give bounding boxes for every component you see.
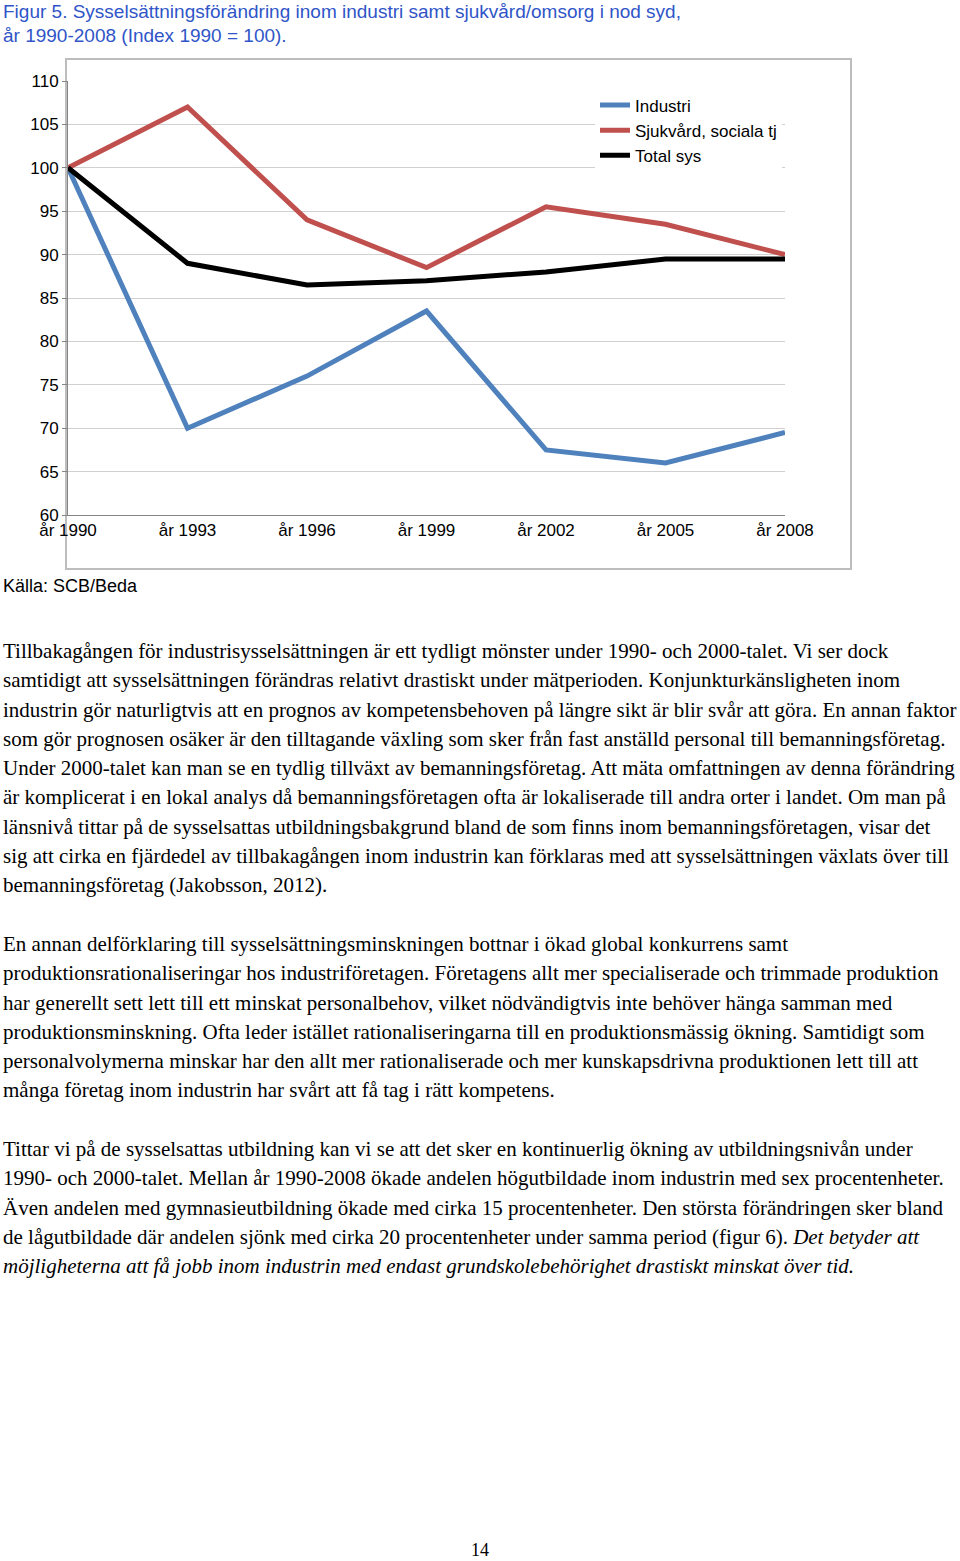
svg-text:60: 60 xyxy=(40,506,59,525)
svg-text:år 1999: år 1999 xyxy=(398,521,456,540)
svg-text:Industri: Industri xyxy=(635,97,691,116)
svg-text:70: 70 xyxy=(40,419,59,438)
svg-text:Total sys: Total sys xyxy=(635,147,701,166)
svg-text:65: 65 xyxy=(40,463,59,482)
svg-text:år 2005: år 2005 xyxy=(637,521,695,540)
svg-text:95: 95 xyxy=(40,202,59,221)
svg-text:år 1990: år 1990 xyxy=(39,521,97,540)
svg-text:80: 80 xyxy=(40,332,59,351)
html-text:Tittar vi på de sysselsattas u: Tittar vi på de sysselsattas utbildning … xyxy=(3,1137,944,1279)
svg-text:år 2008: år 2008 xyxy=(756,521,814,540)
svg-text:105: 105 xyxy=(30,115,58,134)
html-text:år 1990-2008 (Index 1990 = 100: år 1990-2008 (Index 1990 = 100). xyxy=(3,25,287,46)
html-text:Tillbakagången för industrisys: Tillbakagången för industrisysselsättnin… xyxy=(3,639,957,898)
svg-text:85: 85 xyxy=(40,289,59,308)
html-text:14: 14 xyxy=(471,1540,489,1560)
svg-text:år 1993: år 1993 xyxy=(159,521,217,540)
svg-text:år 2002: år 2002 xyxy=(517,521,575,540)
svg-text:Sjukvård, sociala tj: Sjukvård, sociala tj xyxy=(635,122,777,141)
html-text:En annan delförklaring till sy: En annan delförklaring till sysselsättni… xyxy=(3,932,939,1103)
html-text:Figur 5. Sysselsättningsföränd: Figur 5. Sysselsättningsförändring inom … xyxy=(3,1,681,22)
svg-text:110: 110 xyxy=(31,72,58,91)
svg-text:100: 100 xyxy=(30,159,58,178)
html-text:Källa: SCB/Beda: Källa: SCB/Beda xyxy=(3,576,138,596)
svg-text:75: 75 xyxy=(40,376,59,395)
svg-text:90: 90 xyxy=(40,246,59,265)
svg-text:år 1996: år 1996 xyxy=(278,521,336,540)
